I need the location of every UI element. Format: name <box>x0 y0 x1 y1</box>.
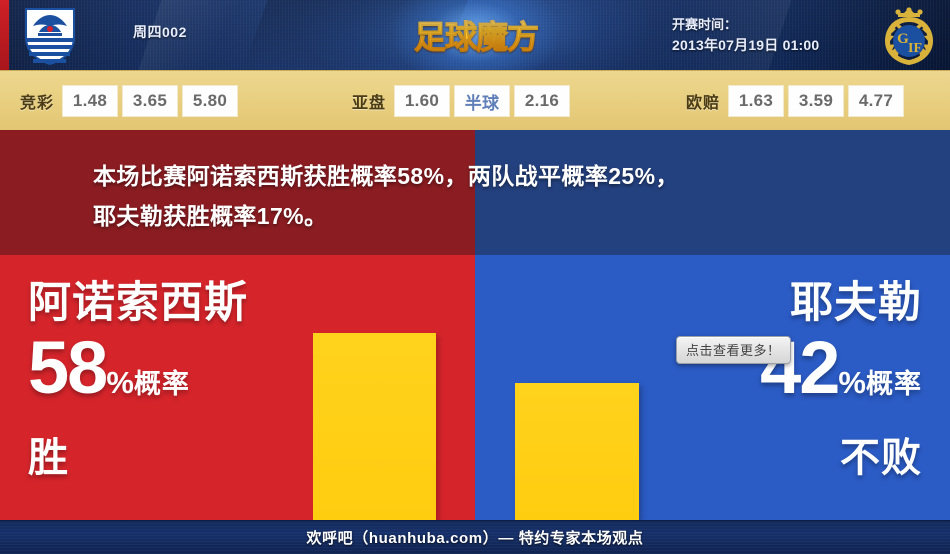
euro-cell-draw[interactable]: 3.59 <box>788 85 845 117</box>
away-probability-word: 概率 <box>866 369 922 399</box>
red-accent-tab <box>0 0 9 70</box>
away-probability-bar <box>515 383 639 520</box>
banner-text-line1: 本场比赛阿诺索西斯获胜概率58%，两队战平概率25%， <box>93 163 679 189</box>
click-for-more-tooltip[interactable]: 点击查看更多！ <box>676 336 791 364</box>
home-probability: 58%概率 <box>28 331 248 426</box>
brand-logo-text: 足球魔方 <box>413 12 539 58</box>
away-team-crest-icon: G IF <box>885 7 933 65</box>
handicap-cell-away[interactable]: 2.16 <box>514 85 571 117</box>
svg-text:IF: IF <box>908 41 922 56</box>
header-bar: 周四002 足球魔方 开赛时间： 2013年07月19日 01:00 G IF <box>0 0 950 70</box>
banner-right-half <box>475 130 950 255</box>
odds-cell-home-win[interactable]: 1.48 <box>62 85 119 117</box>
home-probability-value: 58 <box>28 326 108 409</box>
handicap-cell-home[interactable]: 1.60 <box>394 85 451 117</box>
brand-logo[interactable]: 足球魔方 <box>392 0 560 70</box>
away-outcome-label: 不败 <box>840 436 922 480</box>
odds-group-jingcai: 竞彩 1.48 3.65 5.80 <box>20 71 242 131</box>
odds-group-european: 欧赔 1.63 3.59 4.77 <box>686 71 908 131</box>
odds-group-label: 亚盘 <box>352 95 387 112</box>
home-team-name: 阿诺索西斯 <box>28 279 248 327</box>
banner-text: 本场比赛阿诺索西斯获胜概率58%，两队战平概率25%， 耶夫勒获胜概率17%。 <box>93 156 893 236</box>
odds-group-label: 竞彩 <box>20 95 55 112</box>
odds-bar: 竞彩 1.48 3.65 5.80 亚盘 1.60 半球 2.16 欧赔 1.6… <box>0 70 950 130</box>
footer-text: 欢呼吧（huanhuba.com）— 特约专家本场观点 <box>306 530 644 547</box>
away-team-block: 耶夫勒 42%概率 不败 <box>760 255 922 482</box>
handicap-cell-line[interactable]: 半球 <box>454 85 511 117</box>
euro-cell-home-win[interactable]: 1.63 <box>728 85 785 117</box>
kickoff-time: 2013年07月19日 01:00 <box>672 37 820 53</box>
kickoff-info: 开赛时间： 2013年07月19日 01:00 <box>672 14 819 56</box>
kickoff-label: 开赛时间： <box>672 17 738 32</box>
home-probability-bar <box>313 333 436 520</box>
home-team-crest-icon <box>25 8 75 65</box>
probability-comparison-panel: 阿诺索西斯 58%概率 胜 耶夫勒 42%概率 不败 <box>0 255 950 520</box>
footer-bar: 欢呼吧（huanhuba.com）— 特约专家本场观点 <box>0 520 950 554</box>
home-probability-word: 概率 <box>133 369 190 399</box>
odds-cell-away-win[interactable]: 5.80 <box>182 85 239 117</box>
away-percent-sign: % <box>838 365 866 400</box>
home-team-block: 阿诺索西斯 58%概率 胜 <box>28 255 248 482</box>
match-number: 周四002 <box>133 24 187 40</box>
odds-group-asian-handicap: 亚盘 1.60 半球 2.16 <box>352 71 574 131</box>
svg-text:G: G <box>897 31 909 47</box>
banner-text-line2: 耶夫勒获胜概率17%。 <box>93 203 328 229</box>
away-team-name: 耶夫勒 <box>790 279 922 327</box>
odds-cell-draw[interactable]: 3.65 <box>122 85 179 117</box>
odds-group-label: 欧赔 <box>686 95 721 112</box>
home-percent-sign: % <box>106 365 134 400</box>
probability-statement-banner: 本场比赛阿诺索西斯获胜概率58%，两队战平概率25%， 耶夫勒获胜概率17%。 <box>0 130 950 255</box>
banner-left-half <box>0 130 475 255</box>
home-outcome-label: 胜 <box>28 436 69 480</box>
euro-cell-away-win[interactable]: 4.77 <box>848 85 905 117</box>
